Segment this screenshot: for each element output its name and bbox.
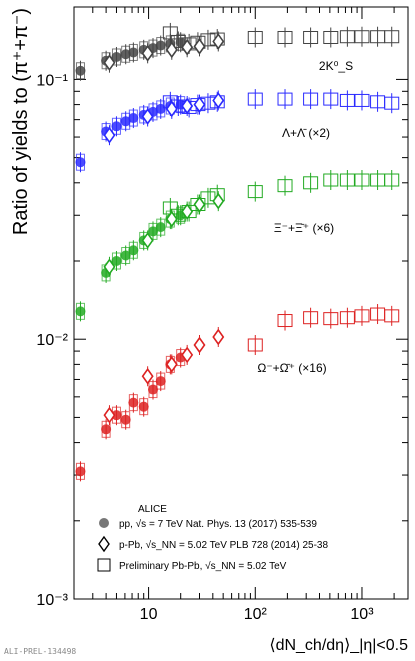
- pp-point: [75, 157, 86, 168]
- series-0: [75, 22, 400, 81]
- legend-label: pp, √s = 7 TeV Nat. Phys. 13 (2017) 535-…: [119, 518, 317, 530]
- ppb-diamond: [165, 100, 178, 118]
- ppb-diamond: [181, 346, 194, 364]
- ppb-diamond: [103, 258, 116, 276]
- legend-circle-marker: [99, 518, 109, 528]
- pp-point: [147, 384, 158, 395]
- ppb-diamond: [103, 406, 116, 424]
- x-tick-label: 10³: [350, 606, 374, 623]
- ppb-diamond: [103, 126, 116, 144]
- pp-point: [120, 116, 131, 127]
- ppb-diamond: [212, 92, 225, 109]
- ppb-diamond: [103, 54, 116, 72]
- ppb-diamond: [212, 328, 225, 346]
- ppb-diamond: [141, 44, 154, 62]
- series-label: Λ+Λ̄ (×2): [282, 126, 330, 140]
- pp-point: [75, 306, 86, 317]
- pp-point: [101, 424, 112, 435]
- y-tick-label: 10⁻¹: [36, 72, 68, 89]
- x-tick-label: 10²: [244, 606, 268, 623]
- ppb-diamond: [165, 210, 178, 228]
- ppb-diamond: [193, 38, 206, 55]
- series-2: [75, 170, 400, 322]
- legend: ALICE pp, √s = 7 TeV Nat. Phys. 13 (2017…: [97, 504, 328, 572]
- pp-point: [128, 113, 139, 124]
- ppb-diamond: [181, 203, 194, 220]
- pp-point: [128, 397, 139, 408]
- series-3: [75, 304, 400, 482]
- y-tick-label: 10⁻²: [36, 332, 68, 349]
- pp-point: [128, 245, 139, 256]
- ppb-diamond: [181, 38, 194, 56]
- ppb-diamond: [141, 367, 154, 385]
- legend-label: p-Pb, √s_NN = 5.02 TeV PLB 728 (2014) 25…: [119, 539, 328, 551]
- watermark: ALI-PREL-134498: [4, 647, 77, 656]
- pp-point: [155, 222, 166, 233]
- pp-point: [111, 410, 122, 421]
- axes: 10 10² 10³ 10⁻³ 10⁻² 10⁻¹: [36, 7, 408, 623]
- pp-point: [111, 51, 122, 62]
- ppb-diamond: [193, 336, 206, 354]
- legend-square-marker: [97, 558, 111, 572]
- legend-title: ALICE: [138, 504, 167, 515]
- pp-point: [147, 226, 158, 237]
- series-label: Ω⁻+Ω̄⁺ (×16): [257, 361, 326, 375]
- plot-frame: [73, 6, 409, 600]
- ppb-diamond: [165, 41, 178, 59]
- x-tick-label: 10: [140, 606, 158, 623]
- legend-diamond-marker: [98, 535, 110, 553]
- series-label: Ξ⁻+Ξ̄⁺ (×6): [274, 221, 334, 235]
- pp-point: [120, 250, 131, 261]
- ppb-diamond: [193, 196, 206, 213]
- series-1: [75, 89, 400, 173]
- pp-point: [120, 414, 131, 425]
- ppb-diamond: [141, 232, 154, 249]
- pp-point: [128, 47, 139, 58]
- data-marks: [75, 22, 400, 482]
- pp-point: [155, 103, 166, 114]
- ppb-diamond: [181, 97, 194, 115]
- pp-point: [155, 40, 166, 51]
- ppb-diamond: [141, 108, 154, 125]
- ppb-diamond: [212, 192, 225, 210]
- pp-point: [111, 256, 122, 267]
- pp-point: [138, 401, 149, 412]
- pp-point: [120, 49, 131, 60]
- ppb-diamond: [212, 33, 225, 50]
- series-labels: 2K⁰_S Λ+Λ̄ (×2) Ξ⁻+Ξ̄⁺ (×6) Ω⁻+Ω̄⁺ (×16): [257, 59, 353, 375]
- pp-point: [111, 121, 122, 132]
- pp-point: [75, 65, 86, 76]
- ppb-diamond: [193, 96, 206, 113]
- legend-label: Preliminary Pb-Pb, √s_NN = 5.02 TeV: [119, 560, 287, 572]
- series-label: 2K⁰_S: [319, 59, 353, 73]
- ppb-diamond: [165, 356, 178, 373]
- pp-point: [155, 376, 166, 387]
- y-tick-label: 10⁻³: [36, 592, 68, 609]
- x-axis-title: ⟨dN_ch/dη⟩_|η|<0.5: [269, 637, 408, 654]
- axis-titles: Ratio of yields to (π⁺+π⁻) ⟨dN_ch/dη⟩_|η|…: [10, 8, 408, 654]
- pp-point: [75, 466, 86, 477]
- y-axis-title: Ratio of yields to (π⁺+π⁻): [10, 8, 32, 235]
